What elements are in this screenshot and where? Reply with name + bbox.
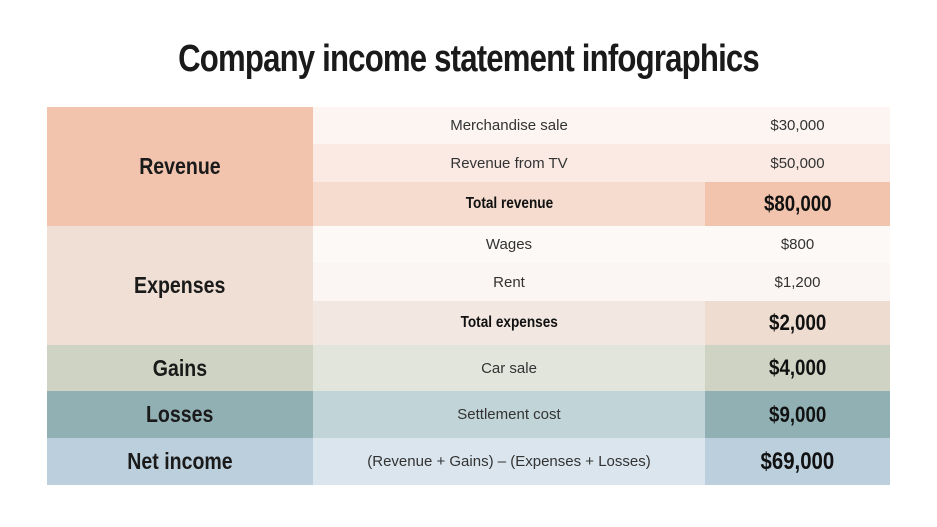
total-expenses-label: Total expenses [313,301,705,345]
losses-value: $9,000 [705,391,890,438]
expense-item-value: $800 [705,226,890,263]
losses-item-name: Settlement cost [313,391,705,438]
expense-item-name: Rent [313,263,705,301]
gains-value: $4,000 [705,345,890,391]
expense-item-name: Wages [313,226,705,263]
revenue-item-name: Revenue from TV [313,144,705,182]
net-income-formula: (Revenue + Gains) – (Expenses + Losses) [313,438,705,485]
net-income-label: Net income [47,438,313,485]
total-revenue-value: $80,000 [705,182,890,226]
total-revenue-label: Total revenue [313,182,705,226]
page-title: Company income statement infographics [178,38,760,80]
total-expenses-value: $2,000 [705,301,890,345]
revenue-item-value: $50,000 [705,144,890,182]
expenses-label: Expenses [47,226,313,345]
revenue-item-name: Merchandise sale [313,107,705,144]
net-income-value: $69,000 [705,438,890,485]
gains-item-name: Car sale [313,345,705,391]
revenue-label: Revenue [47,107,313,226]
revenue-item-value: $30,000 [705,107,890,144]
losses-label: Losses [47,391,313,438]
expense-item-value: $1,200 [705,263,890,301]
gains-label: Gains [47,345,313,391]
